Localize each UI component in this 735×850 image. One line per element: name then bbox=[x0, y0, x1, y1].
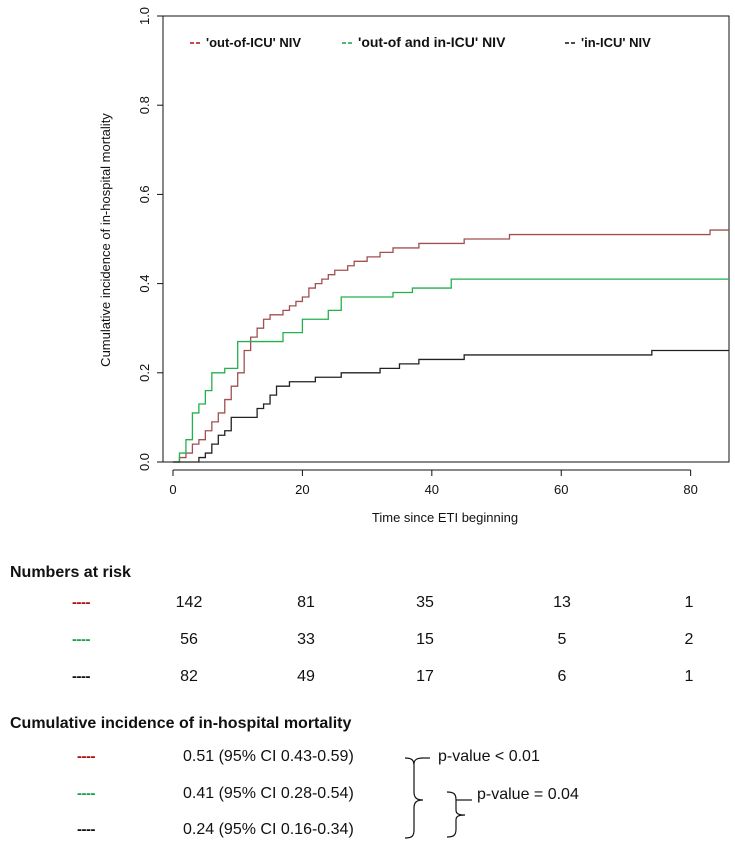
series-dash-green: ---- bbox=[77, 785, 95, 802]
series-dash-black: ---- bbox=[77, 821, 95, 838]
risk-cell: 1 bbox=[684, 594, 694, 611]
risk-cell: 82 bbox=[180, 668, 198, 685]
risk-cell: 49 bbox=[297, 668, 315, 685]
risk-cell: 81 bbox=[297, 594, 315, 611]
risk-cell: 142 bbox=[175, 594, 203, 611]
risk-cell: 1 bbox=[684, 668, 694, 685]
legend-label-0: 'out-of-ICU' NIV bbox=[206, 35, 301, 50]
ci-row: ---- 0.41 (95% CI 0.28-0.54) bbox=[0, 785, 735, 809]
x-tick-label: 60 bbox=[554, 482, 568, 497]
risk-row: ---- 56 33 15 5 2 bbox=[0, 631, 735, 655]
risk-row: ---- 142 81 35 13 1 bbox=[0, 594, 735, 618]
risk-cell: 17 bbox=[416, 668, 434, 685]
legend-label-2: 'in-ICU' NIV bbox=[581, 35, 651, 50]
x-tick-label: 0 bbox=[169, 482, 176, 497]
plot-frame bbox=[162, 15, 730, 463]
risk-cell: 6 bbox=[557, 668, 567, 685]
x-tick-label: 80 bbox=[683, 482, 697, 497]
series-line-2 bbox=[173, 349, 729, 463]
risk-cell: 2 bbox=[684, 631, 694, 648]
y-tick-label: 0.2 bbox=[137, 364, 152, 382]
y-tick-label: 0.6 bbox=[137, 185, 152, 203]
risk-row: ---- 82 49 17 6 1 bbox=[0, 668, 735, 692]
bracket-large bbox=[404, 757, 424, 839]
series-dash-black: ---- bbox=[72, 668, 90, 685]
ci-value: 0.24 (95% CI 0.16-0.34) bbox=[183, 821, 354, 838]
risk-cell: 35 bbox=[416, 594, 434, 611]
x-tick-label: 20 bbox=[295, 482, 309, 497]
p-value-second: p-value = 0.04 bbox=[477, 786, 579, 803]
y-tick-label: 1.0 bbox=[137, 7, 152, 25]
numbers-at-risk-title: Numbers at risk bbox=[10, 564, 131, 581]
risk-cell: 56 bbox=[180, 631, 198, 648]
cumulative-incidence-chart: 0.0 0.2 0.4 0.6 0.8 1.0 0 20 40 60 80 'out-of-ICU'… bbox=[98, 7, 730, 525]
cumulative-incidence-title: Cumulative incidence of in-hospital mort… bbox=[10, 715, 352, 732]
series-dash-red: ---- bbox=[72, 594, 90, 611]
p-value-first: p-value < 0.01 bbox=[438, 748, 540, 765]
risk-cell: 5 bbox=[557, 631, 567, 648]
ci-value: 0.51 (95% CI 0.43-0.59) bbox=[183, 748, 354, 765]
series-dash-red: ---- bbox=[77, 748, 95, 765]
series-dash-green: ---- bbox=[72, 631, 90, 648]
bracket-small bbox=[446, 791, 466, 838]
series-line-0 bbox=[173, 229, 729, 463]
y-axis-label: Cumulative incidence of in-hospital mort… bbox=[98, 113, 113, 367]
legend-label-1: 'out-of and in-ICU' NIV bbox=[358, 34, 506, 50]
ci-row: ---- 0.51 (95% CI 0.43-0.59) bbox=[0, 748, 735, 772]
ci-row: ---- 0.24 (95% CI 0.16-0.34) bbox=[0, 821, 735, 845]
y-tick-label: 0.8 bbox=[137, 96, 152, 114]
risk-cell: 13 bbox=[553, 594, 571, 611]
risk-cell: 33 bbox=[297, 631, 315, 648]
ci-value: 0.41 (95% CI 0.28-0.54) bbox=[183, 785, 354, 802]
y-tick-label: 0.0 bbox=[137, 453, 152, 471]
x-axis-label: Time since ETI beginning bbox=[372, 510, 518, 525]
bracket-large-tip bbox=[413, 757, 424, 765]
risk-cell: 15 bbox=[416, 631, 434, 648]
series-line-1 bbox=[173, 278, 729, 463]
x-tick-label: 40 bbox=[425, 482, 439, 497]
comparison-brackets bbox=[404, 757, 472, 839]
y-tick-label: 0.4 bbox=[137, 275, 152, 293]
